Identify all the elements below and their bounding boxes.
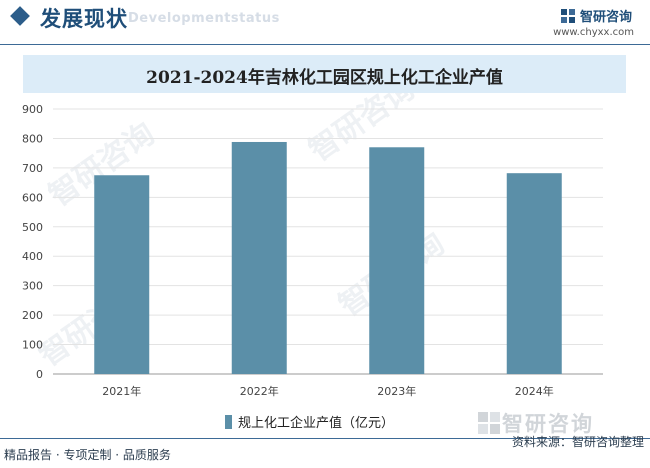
legend-label: 规上化工企业产值（亿元）: [238, 416, 395, 431]
y-tick-label: 300: [22, 280, 43, 293]
x-tick-label: 2021年: [102, 384, 141, 398]
header-divider: [0, 44, 650, 45]
y-tick-label: 100: [22, 339, 43, 352]
watermark-logo-icon: [478, 412, 500, 434]
section-subtitle: Developmentstatus: [128, 11, 280, 26]
section-title: 发展现状: [40, 7, 128, 31]
y-tick-label: 700: [22, 162, 43, 175]
y-tick-label: 600: [22, 191, 43, 204]
chart-title-box: 2021-2024年吉林化工园区规上化工企业产值: [23, 55, 626, 93]
bar: [231, 141, 287, 374]
x-tick-label: 2022年: [240, 384, 279, 398]
brand-logo-icon: [560, 8, 575, 23]
footer-divider: [0, 438, 650, 439]
footer-tagline: 精品报告 · 专项定制 · 品质服务: [4, 448, 171, 462]
x-tick-label: 2024年: [515, 384, 554, 398]
legend-swatch: [225, 414, 232, 429]
y-tick-label: 400: [22, 250, 43, 263]
bar-chart: 0 100 200 300 400 500 600 700 800 900 2021年 2022年 20…: [22, 103, 603, 398]
y-tick-label: 900: [22, 103, 43, 116]
brand-logo: 智研咨询: [560, 6, 632, 25]
bar: [369, 147, 425, 374]
legend: 规上化工企业产值（亿元）: [225, 412, 394, 431]
brand-logo-text: 智研咨询: [579, 10, 632, 25]
chart-title: 2021-2024年吉林化工园区规上化工企业产值: [146, 68, 503, 88]
y-tick-label: 500: [22, 221, 43, 234]
y-tick-label: 200: [22, 309, 43, 322]
site-url: www.chyxx.com: [553, 27, 634, 38]
y-tick-label: 0: [36, 368, 43, 381]
bar: [506, 173, 562, 374]
watermark-logo-text: 智研咨询: [502, 412, 594, 436]
data-source: 资料来源：智研咨询整理: [511, 435, 644, 449]
header: 发展现状 Developmentstatus 智研咨询 www.chyxx.co…: [0, 0, 650, 42]
y-tick-label: 800: [22, 132, 43, 145]
diamond-icon: [10, 6, 30, 26]
x-tick-label: 2023年: [377, 384, 416, 398]
bar: [94, 175, 150, 374]
watermark-logo: 智研咨询: [476, 408, 594, 438]
